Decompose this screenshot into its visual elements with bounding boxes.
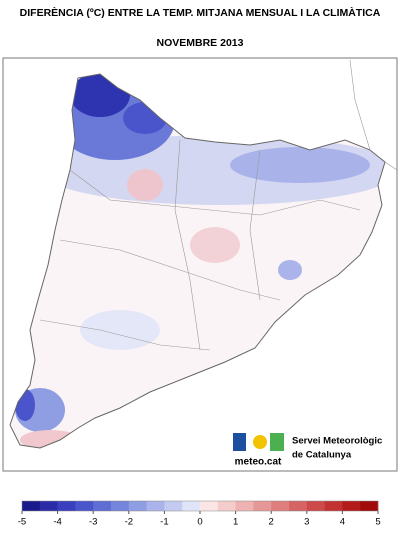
- logo-text: Servei Meteorològic: [292, 436, 382, 447]
- color-bin: [217, 501, 236, 511]
- logo: meteo.cat Servei Meteorològic de Catalun…: [233, 433, 382, 468]
- color-bin: [22, 501, 41, 511]
- legend: -5 -4 -3 -2 -1 0 1 2 3 4 5: [18, 500, 381, 528]
- color-bin: [57, 501, 76, 511]
- color-bin: [271, 501, 290, 511]
- tick-label: 1: [233, 517, 238, 528]
- logo-text: de Catalunya: [292, 450, 352, 461]
- color-bin: [164, 501, 183, 511]
- tick-label: 2: [269, 517, 274, 528]
- color-bin: [128, 501, 147, 511]
- outside-borders: [349, 59, 398, 171]
- color-bin: [306, 501, 325, 511]
- region-border: [9, 73, 386, 449]
- tick-label: 4: [340, 517, 345, 528]
- color-bin: [146, 501, 165, 511]
- color-bin: [200, 501, 219, 511]
- logo-icon: [253, 435, 267, 449]
- color-bin: [253, 501, 272, 511]
- tick-label: 5: [375, 517, 380, 528]
- tick-label: -3: [89, 517, 97, 528]
- color-bin: [289, 501, 308, 511]
- tick-label: 0: [197, 517, 202, 528]
- color-bin: [182, 501, 201, 511]
- tick-label: -4: [53, 517, 61, 528]
- county-borders: [39, 139, 361, 351]
- color-bin: [235, 501, 254, 511]
- tick-label: -1: [160, 517, 168, 528]
- color-bin: [111, 501, 130, 511]
- logo-icon: [233, 433, 246, 451]
- tick-label: 3: [304, 517, 309, 528]
- color-bin: [75, 501, 94, 511]
- color-bin: [324, 501, 343, 511]
- color-bin: [360, 501, 379, 511]
- logo-icon: [270, 433, 284, 451]
- logo-brand: meteo.cat: [235, 457, 282, 468]
- tick-label: -5: [18, 517, 26, 528]
- title: DIFERÈNCIA (ºC) ENTRE LA TEMP. MITJANA M…: [20, 6, 381, 19]
- color-bin: [93, 501, 112, 511]
- color-bin: [342, 501, 361, 511]
- color-bin: [39, 501, 58, 511]
- subtitle: NOVEMBRE 2013: [157, 37, 244, 49]
- tick-label: -2: [125, 517, 133, 528]
